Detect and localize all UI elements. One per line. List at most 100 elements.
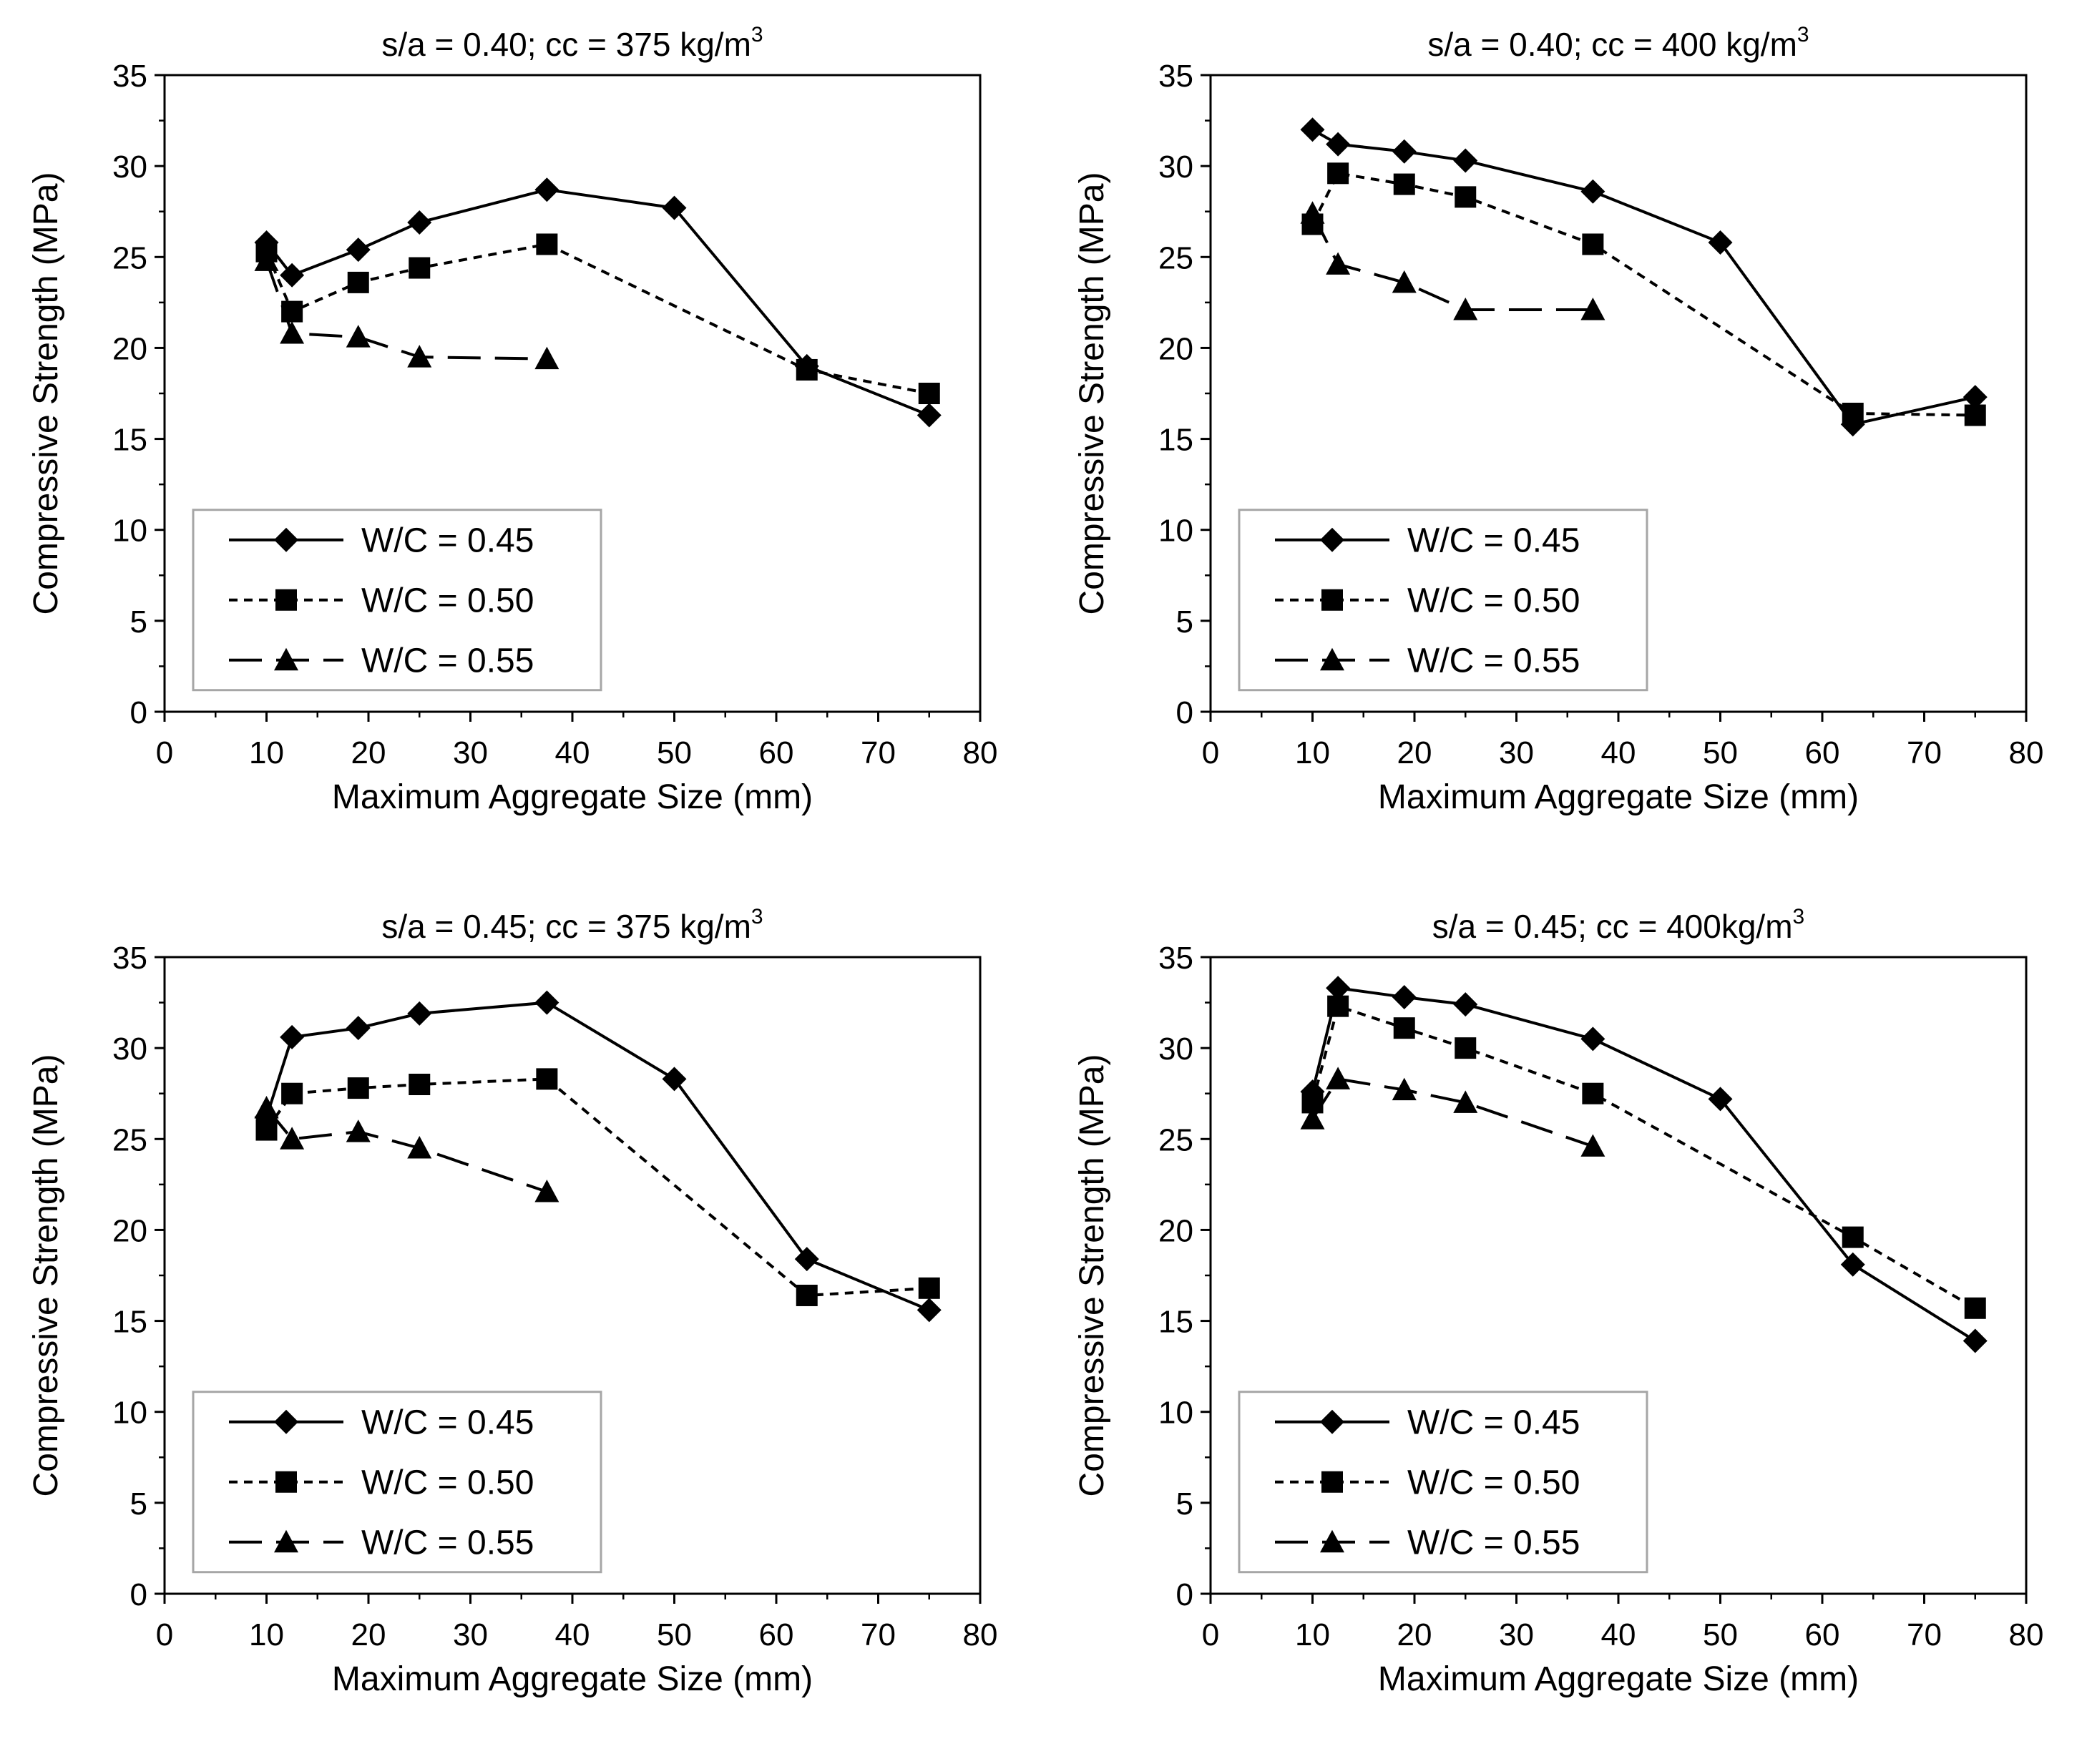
x-tick-label: 40 <box>555 1617 590 1652</box>
data-point <box>407 1136 432 1159</box>
series-line <box>1311 1077 1594 1148</box>
y-tick-label: 35 <box>112 59 147 94</box>
series-triangle <box>254 1096 559 1202</box>
series-diamond <box>1300 117 1988 437</box>
data-point <box>1453 1090 1478 1113</box>
data-point <box>346 1119 371 1142</box>
data-point <box>1842 1226 1864 1248</box>
x-tick-label: 30 <box>1499 735 1534 770</box>
series-line <box>265 1001 930 1312</box>
x-tick-label: 60 <box>759 735 794 770</box>
data-point <box>280 1127 305 1150</box>
x-tick-label: 10 <box>1295 1617 1330 1652</box>
data-point <box>407 1001 432 1026</box>
legend-marker <box>1320 1409 1344 1434</box>
data-point <box>409 257 431 279</box>
data-point <box>918 1277 940 1299</box>
x-tick-label: 30 <box>453 1617 488 1652</box>
x-tick-label: 10 <box>249 1617 284 1652</box>
chart-title: s/a = 0.45; cc = 400kg/m3 <box>1432 905 1804 945</box>
x-tick-label: 0 <box>1202 1617 1219 1652</box>
y-axis-label: Compressive Strength (MPa) <box>27 1054 65 1497</box>
data-point <box>1453 298 1478 320</box>
chart-panel-4: s/a = 0.45; cc = 400kg/m3 0 5 10 15 20 25 30 35 0… <box>1073 905 2043 1698</box>
data-point <box>1392 1077 1417 1101</box>
y-tick-label: 25 <box>1158 240 1193 275</box>
legend-label: W/C = 0.45 <box>1407 1404 1580 1442</box>
data-point <box>1842 402 1864 424</box>
x-tick-label: 30 <box>1499 1617 1534 1652</box>
legend-label: W/C = 0.55 <box>1407 1524 1580 1562</box>
data-point <box>280 263 305 288</box>
y-tick-label: 25 <box>112 240 147 275</box>
legend-marker <box>275 589 297 611</box>
data-point <box>254 248 279 271</box>
data-point <box>346 1016 371 1041</box>
legend-marker <box>274 647 298 671</box>
y-tick-label: 25 <box>1158 1122 1193 1157</box>
y-tick-label: 10 <box>112 1396 147 1431</box>
x-tick-label: 70 <box>1907 735 1942 770</box>
x-tick-label: 80 <box>963 1617 998 1652</box>
chart-panel-1: s/a = 0.40; cc = 375 kg/m3 0 5 10 15 20 25 30 35… <box>27 23 997 816</box>
data-point <box>1580 1134 1605 1157</box>
data-point <box>1453 992 1478 1017</box>
data-point <box>280 321 305 344</box>
y-tick-label: 10 <box>1158 514 1193 549</box>
data-point <box>662 1067 687 1092</box>
y-tick-label: 20 <box>1158 1213 1193 1248</box>
x-tick-label: 20 <box>1397 735 1432 770</box>
legend: W/C = 0.45 W/C = 0.50 W/C = 0.55 <box>192 509 602 692</box>
x-tick-label: 50 <box>1703 1617 1738 1652</box>
data-point <box>796 358 818 381</box>
series-square <box>1301 162 1986 426</box>
data-point <box>281 1082 303 1104</box>
data-point <box>1392 139 1417 164</box>
series-triangle <box>1300 201 1605 320</box>
y-tick-label: 5 <box>1176 604 1193 640</box>
y-tick-label: 0 <box>130 695 147 730</box>
legend-label: W/C = 0.55 <box>361 1524 534 1562</box>
y-tick-label: 35 <box>1158 59 1193 94</box>
x-tick-label: 20 <box>351 735 386 770</box>
x-tick-label: 50 <box>657 1617 692 1652</box>
y-tick-label: 15 <box>1158 1305 1193 1340</box>
data-point <box>1455 1037 1477 1059</box>
legend-marker <box>1320 647 1344 671</box>
x-tick-label: 20 <box>351 1617 386 1652</box>
x-tick-label: 30 <box>453 735 488 770</box>
x-tick-label: 50 <box>657 735 692 770</box>
data-point <box>1392 270 1417 293</box>
chart-title: s/a = 0.40; cc = 400 kg/m3 <box>1427 23 1809 63</box>
series-line <box>265 1107 548 1193</box>
data-point <box>1580 1026 1605 1052</box>
y-tick-label: 30 <box>112 1032 147 1067</box>
y-tick-label: 0 <box>1176 1577 1193 1612</box>
chart-title: s/a = 0.45; cc = 375 kg/m3 <box>381 905 763 945</box>
data-point <box>796 1284 818 1306</box>
data-point <box>1964 1297 1986 1319</box>
series-square <box>1301 995 1986 1319</box>
legend-marker <box>274 527 298 552</box>
data-point <box>407 345 432 368</box>
legend-marker <box>1321 1471 1343 1493</box>
data-point <box>1453 148 1478 173</box>
legend-marker <box>275 1471 297 1493</box>
chart-title: s/a = 0.40; cc = 375 kg/m3 <box>381 23 763 63</box>
y-tick-label: 0 <box>1176 695 1193 730</box>
data-point <box>407 210 432 235</box>
x-tick-label: 10 <box>249 735 284 770</box>
legend-label: W/C = 0.45 <box>361 522 534 560</box>
data-point <box>1326 1067 1351 1089</box>
data-point <box>346 325 371 348</box>
data-point <box>280 1024 305 1049</box>
data-point <box>1326 976 1351 1001</box>
legend: W/C = 0.45 W/C = 0.50 W/C = 0.55 <box>1238 509 1648 692</box>
series-line <box>1311 128 1976 426</box>
data-point <box>662 195 687 220</box>
y-tick-label: 15 <box>1158 423 1193 458</box>
data-point <box>534 346 559 370</box>
data-point <box>536 1068 558 1090</box>
series-line <box>265 1077 929 1297</box>
data-point <box>917 1298 942 1323</box>
